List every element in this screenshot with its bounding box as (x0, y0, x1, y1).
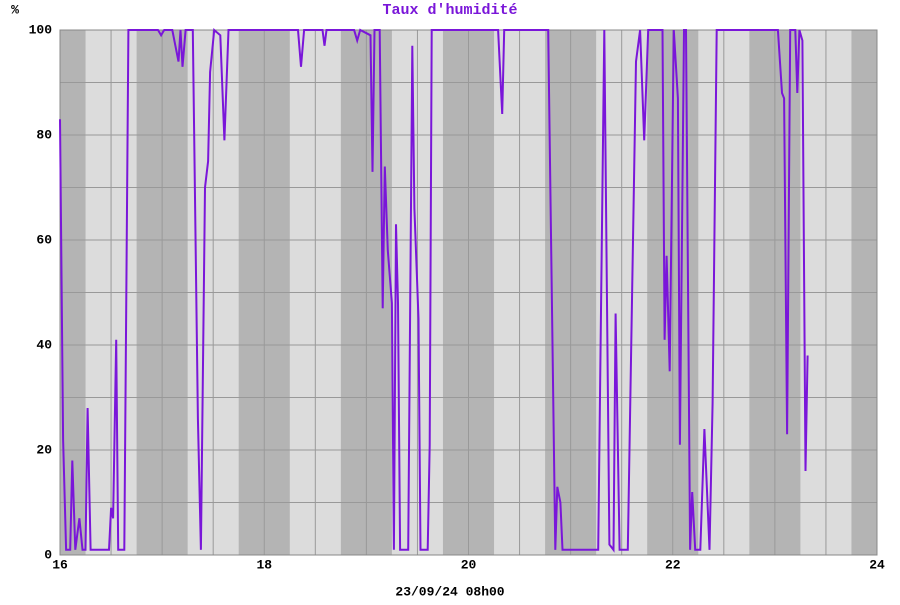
y-tick-label: 20 (36, 442, 52, 457)
data-line (59, 27, 809, 553)
y-tick-label: 100 (29, 22, 53, 37)
x-tick-label: 16 (52, 557, 68, 572)
x-tick-label: 24 (869, 557, 885, 572)
x-tick-label: 20 (461, 557, 477, 572)
x-tick-label: 22 (665, 557, 681, 572)
y-tick-label: 0 (44, 547, 52, 562)
y-tick-label: 60 (36, 232, 52, 247)
chart-title: Taux d'humidité (382, 2, 517, 19)
y-tick-label: 80 (36, 127, 52, 142)
x-axis-label: 23/09/24 08h00 (395, 584, 504, 599)
y-tick-label: 40 (36, 337, 52, 352)
x-tick-label: 18 (256, 557, 272, 572)
y-axis-label: % (11, 2, 19, 17)
